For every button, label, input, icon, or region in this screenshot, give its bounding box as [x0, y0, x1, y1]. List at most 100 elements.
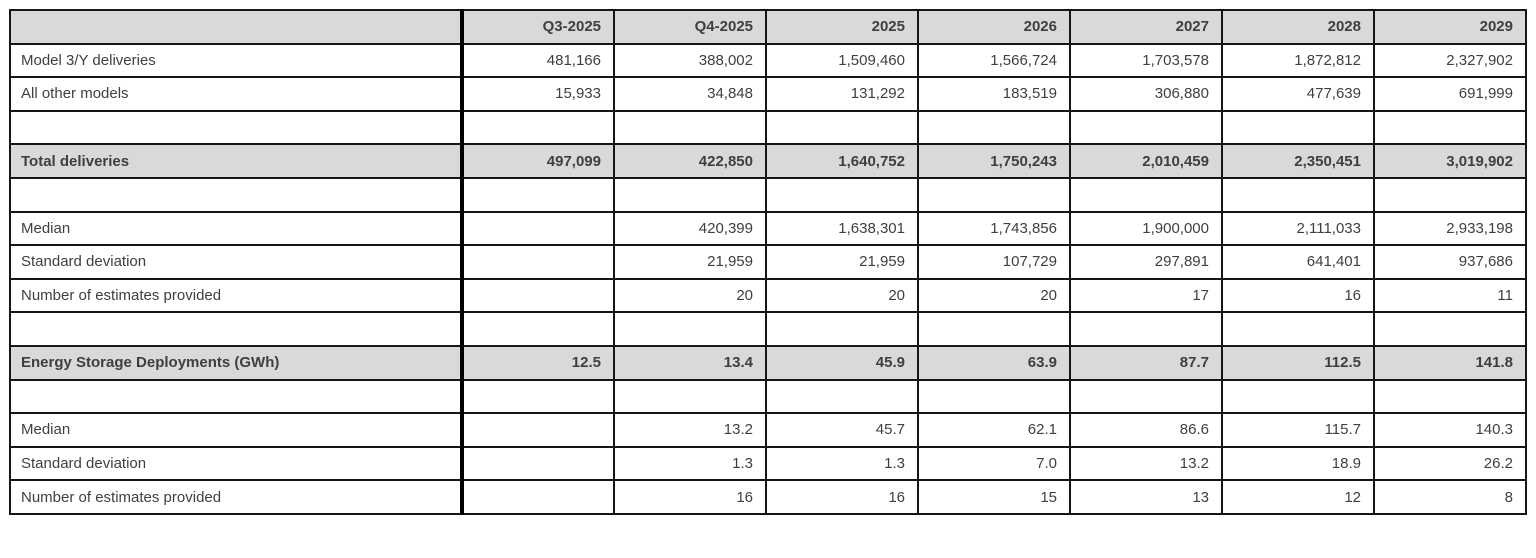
cell-value: 1,640,752: [765, 143, 919, 179]
cell-value: [1069, 109, 1223, 146]
row-label: [9, 378, 464, 415]
cell-value: 420,399: [613, 210, 767, 247]
cell-value: 112.5: [1221, 344, 1375, 381]
column-header: 2027: [1069, 9, 1223, 45]
cell-value: 62.1: [917, 412, 1071, 448]
row-label: Energy Storage Deployments (GWh): [9, 344, 464, 381]
table-row: Median 13.2 45.7 62.1 86.6 115.7 140.3: [9, 412, 1527, 448]
spacer-row: [9, 378, 1527, 415]
cell-value: 2,933,198: [1373, 210, 1527, 247]
cell-value: [461, 412, 615, 448]
cell-value: 2,350,451: [1221, 143, 1375, 179]
cell-value: [1373, 378, 1527, 415]
cell-value: [1221, 109, 1375, 146]
cell-value: [461, 176, 615, 213]
cell-value: 8: [1373, 479, 1527, 515]
table-header: Q3-2025 Q4-2025 2025 2026 2027 2028 2029: [9, 9, 1527, 45]
cell-value: 297,891: [1069, 244, 1223, 280]
cell-value: 7.0: [917, 445, 1071, 482]
table-row: Standard deviation 21,959 21,959 107,729 297…: [9, 244, 1527, 280]
row-label: [9, 311, 464, 347]
estimates-table: Q3-2025 Q4-2025 2025 2026 2027 2028 2029 Model…: [9, 9, 1527, 515]
header-row: Q3-2025 Q4-2025 2025 2026 2027 2028 2029: [9, 9, 1527, 45]
cell-value: [613, 176, 767, 213]
cell-value: 13.2: [1069, 445, 1223, 482]
cell-value: 13.2: [613, 412, 767, 448]
cell-value: [917, 176, 1071, 213]
cell-value: 20: [917, 277, 1071, 314]
cell-value: 2,010,459: [1069, 143, 1223, 179]
cell-value: 12: [1221, 479, 1375, 515]
cell-value: [917, 311, 1071, 347]
cell-value: 2,111,033: [1221, 210, 1375, 247]
cell-value: 141.8: [1373, 344, 1527, 381]
cell-value: [461, 445, 615, 482]
cell-value: 388,002: [613, 42, 767, 79]
cell-value: [613, 311, 767, 347]
cell-value: [461, 378, 615, 415]
cell-value: [1069, 176, 1223, 213]
row-label-header: [9, 9, 464, 45]
column-header: Q3-2025: [461, 9, 615, 45]
cell-value: [1221, 311, 1375, 347]
cell-value: 1,703,578: [1069, 42, 1223, 79]
cell-value: 937,686: [1373, 244, 1527, 280]
cell-value: 21,959: [613, 244, 767, 280]
cell-value: 422,850: [613, 143, 767, 179]
column-header: 2029: [1373, 9, 1527, 45]
cell-value: [765, 378, 919, 415]
row-label: All other models: [9, 76, 464, 112]
cell-value: 15,933: [461, 76, 615, 112]
cell-value: 45.7: [765, 412, 919, 448]
cell-value: [765, 176, 919, 213]
cell-value: [1069, 378, 1223, 415]
cell-value: 306,880: [1069, 76, 1223, 112]
cell-value: 13.4: [613, 344, 767, 381]
cell-value: 1.3: [765, 445, 919, 482]
cell-value: 63.9: [917, 344, 1071, 381]
cell-value: [1373, 176, 1527, 213]
cell-value: 20: [765, 277, 919, 314]
cell-value: 2,327,902: [1373, 42, 1527, 79]
cell-value: 107,729: [917, 244, 1071, 280]
cell-value: 497,099: [461, 143, 615, 179]
cell-value: [917, 378, 1071, 415]
cell-value: 11: [1373, 277, 1527, 314]
cell-value: [613, 109, 767, 146]
cell-value: [613, 378, 767, 415]
cell-value: 1,750,243: [917, 143, 1071, 179]
row-label: Median: [9, 412, 464, 448]
cell-value: [765, 311, 919, 347]
cell-value: [461, 210, 615, 247]
table-row: Number of estimates provided 16 16 15 13 12 8: [9, 479, 1527, 515]
cell-value: 691,999: [1373, 76, 1527, 112]
table-row: All other models 15,933 34,848 131,292 183,5…: [9, 76, 1527, 112]
cell-value: 1,566,724: [917, 42, 1071, 79]
cell-value: 477,639: [1221, 76, 1375, 112]
column-header: 2025: [765, 9, 919, 45]
column-header: 2026: [917, 9, 1071, 45]
cell-value: 1,872,812: [1221, 42, 1375, 79]
cell-value: 45.9: [765, 344, 919, 381]
cell-value: 15: [917, 479, 1071, 515]
cell-value: [765, 109, 919, 146]
table-row: Model 3/Y deliveries 481,166 388,002 1,509,…: [9, 42, 1527, 79]
row-label: Number of estimates provided: [9, 277, 464, 314]
cell-value: 140.3: [1373, 412, 1527, 448]
cell-value: 13: [1069, 479, 1223, 515]
row-label: Median: [9, 210, 464, 247]
column-header: Q4-2025: [613, 9, 767, 45]
cell-value: 18.9: [1221, 445, 1375, 482]
estimates-table-container: Q3-2025 Q4-2025 2025 2026 2027 2028 2029 Model…: [9, 9, 1527, 515]
cell-value: 34,848: [613, 76, 767, 112]
cell-value: 3,019,902: [1373, 143, 1527, 179]
cell-value: [461, 479, 615, 515]
cell-value: 86.6: [1069, 412, 1223, 448]
column-header: 2028: [1221, 9, 1375, 45]
cell-value: 115.7: [1221, 412, 1375, 448]
spacer-row: [9, 109, 1527, 146]
cell-value: 183,519: [917, 76, 1071, 112]
cell-value: 1,743,856: [917, 210, 1071, 247]
spacer-row: [9, 176, 1527, 213]
row-label: Model 3/Y deliveries: [9, 42, 464, 79]
